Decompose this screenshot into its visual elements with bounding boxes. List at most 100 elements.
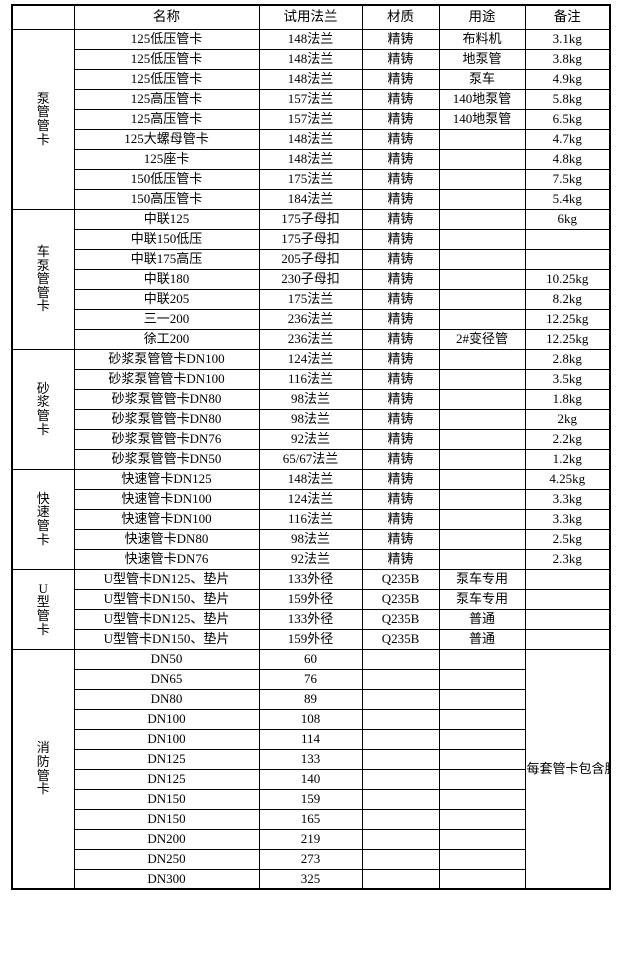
cell-flange: 65/67法兰	[258, 448, 363, 470]
group-label-cell: 砂浆管卡	[11, 348, 75, 470]
table-row: 中联150低压 175子母扣 精铸	[12, 228, 611, 250]
cell-name: 125座卡	[73, 148, 260, 170]
group-label-cell: 车泵管管卡	[11, 208, 75, 350]
table-row: 中联205 175法兰 精铸 8.2kg	[12, 288, 611, 310]
cell-flange: 133外径	[258, 568, 363, 590]
table-row: 砂浆管卡砂浆泵管管卡DN100 124法兰 精铸 2.8kg	[11, 348, 611, 470]
cell-use: 普通	[438, 628, 526, 650]
cell-name: 快速管卡DN76	[73, 548, 260, 570]
table-row: 泵管管卡 125低压管卡 148法兰 精铸 布料机 3.1kg	[11, 28, 611, 210]
table-header: 名称 试用法兰 材质 用途 备注	[11, 4, 611, 30]
table-row: DN100 108	[12, 708, 610, 730]
cell-use: 泵车专用	[438, 568, 526, 590]
cell-material: 精铸	[361, 428, 440, 450]
cell-note: 4.25kg	[524, 468, 611, 490]
cell-name: 125低压管卡	[73, 68, 260, 90]
cell-note: 2.2kg	[524, 428, 611, 450]
cell-material: 精铸	[361, 128, 440, 150]
cell-name: 125高压管卡	[73, 88, 260, 110]
cell-use	[438, 308, 526, 330]
cell-use: 布料机	[438, 28, 526, 50]
cell-material	[361, 848, 440, 870]
cell-name: 砂浆泵管管卡DN80	[73, 408, 260, 430]
cell-note: 5.8kg	[524, 88, 611, 110]
cell-note: 2.8kg	[524, 348, 611, 370]
cell-name: 中联205	[73, 288, 260, 310]
cell-name: DN300	[73, 868, 260, 890]
cell-flange: 108	[258, 708, 363, 730]
cell-name: DN200	[73, 828, 260, 850]
cell-note	[524, 228, 611, 250]
cell-note: 6.5kg	[524, 108, 611, 130]
table-row: 快速管卡DN100 116法兰 精铸 3.3kg	[12, 508, 611, 530]
table-row: DN65 76	[12, 668, 610, 690]
cell-flange: 89	[258, 688, 363, 710]
cell-note: 3.1kg	[524, 28, 611, 50]
cell-flange: 124法兰	[258, 488, 363, 510]
cell-name: DN65	[73, 668, 260, 690]
table-row: DN80 89	[12, 688, 610, 710]
table-row: DN125 133	[12, 748, 610, 770]
cell-name: 150低压管卡	[73, 168, 260, 190]
cell-note: 3.3kg	[524, 488, 611, 510]
cell-flange: 140	[258, 768, 363, 790]
cell-flange: 98法兰	[258, 408, 363, 430]
cell-material: 精铸	[361, 168, 440, 190]
cell-flange: 114	[258, 728, 363, 750]
cell-use	[438, 648, 526, 670]
cell-use: 地泵管	[438, 48, 526, 70]
cell-material: Q235B	[361, 588, 440, 610]
pipe-clamp-spec-table: 名称 试用法兰 材质 用途 备注 泵管管卡 125低压管卡 148法兰 精铸 布料机 3.…	[11, 4, 611, 890]
header-cell-flange: 试用法兰	[258, 4, 363, 30]
cell-name: 中联125	[73, 208, 260, 230]
cell-material	[361, 748, 440, 770]
table-row: DN150 165	[12, 808, 610, 830]
cell-material	[361, 708, 440, 730]
cell-use	[438, 148, 526, 170]
cell-name: 125高压管卡	[73, 108, 260, 130]
cell-material: 精铸	[361, 48, 440, 70]
cell-material: 精铸	[361, 208, 440, 230]
cell-name: DN80	[73, 688, 260, 710]
cell-use	[438, 288, 526, 310]
cell-name: 三一200	[73, 308, 260, 330]
cell-use	[438, 488, 526, 510]
cell-flange: 184法兰	[258, 188, 363, 210]
cell-name: 砂浆泵管管卡DN100	[73, 348, 260, 370]
cell-material: 精铸	[361, 468, 440, 490]
cell-name: DN100	[73, 728, 260, 750]
table-row: 中联180 230子母扣 精铸 10.25kg	[12, 268, 611, 290]
cell-flange: 159外径	[258, 588, 363, 610]
table-row: 150低压管卡 175法兰 精铸 7.5kg	[12, 168, 611, 190]
table-row: 快速管卡DN80 98法兰 精铸 2.5kg	[12, 528, 611, 550]
header-cell-use: 用途	[438, 4, 526, 30]
cell-name: 125低压管卡	[73, 48, 260, 70]
cell-use	[438, 768, 526, 790]
cell-use	[438, 348, 526, 370]
cell-name: 快速管卡DN80	[73, 528, 260, 550]
table-row: 125低压管卡 148法兰 精铸 泵车 4.9kg	[12, 68, 611, 90]
table-row: 150高压管卡 184法兰 精铸 5.4kg	[12, 188, 611, 210]
table-row: 125高压管卡 157法兰 精铸 140地泵管 6.5kg	[12, 108, 611, 130]
cell-material	[361, 788, 440, 810]
cell-use	[438, 748, 526, 770]
table-row: 快速管卡DN100 124法兰 精铸 3.3kg	[12, 488, 611, 510]
cell-name: DN125	[73, 748, 260, 770]
cell-material: 精铸	[361, 288, 440, 310]
cell-use	[438, 448, 526, 470]
cell-flange: 205子母扣	[258, 248, 363, 270]
cell-flange: 148法兰	[258, 48, 363, 70]
cell-material: 精铸	[361, 248, 440, 270]
cell-flange: 157法兰	[258, 108, 363, 130]
cell-note	[524, 608, 611, 630]
cell-use	[438, 788, 526, 810]
cell-flange: 325	[258, 868, 363, 890]
cell-material: 精铸	[361, 308, 440, 330]
cell-material: Q235B	[361, 568, 440, 590]
cell-flange: 157法兰	[258, 88, 363, 110]
table-row: DN100 114	[12, 728, 610, 750]
cell-note: 4.7kg	[524, 128, 611, 150]
group-label-cell: 快速管卡	[11, 468, 75, 570]
cell-flange: 230子母扣	[258, 268, 363, 290]
